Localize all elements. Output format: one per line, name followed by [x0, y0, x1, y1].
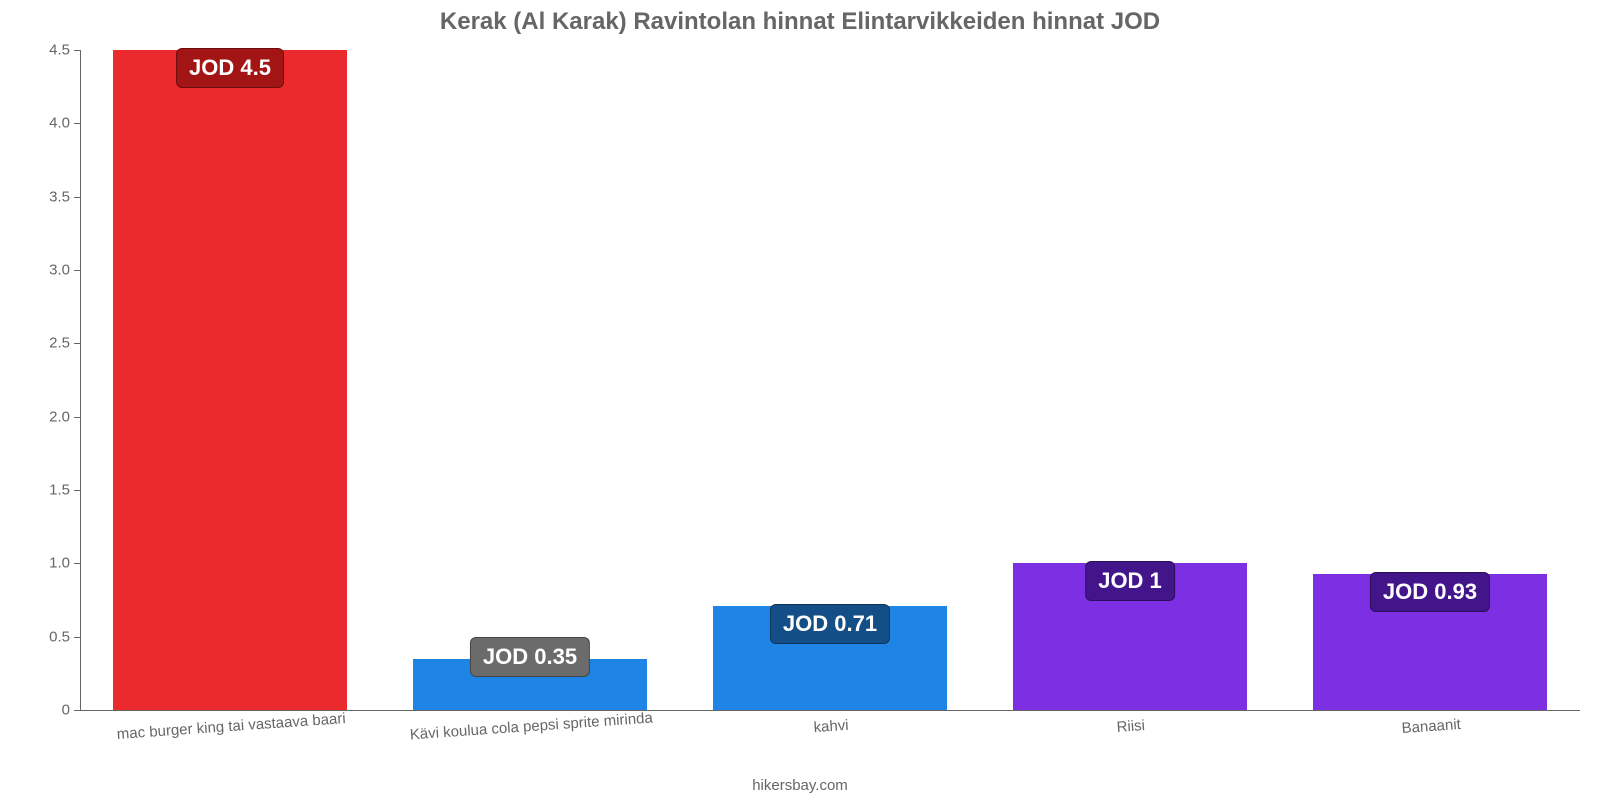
- x-axis: [80, 710, 1580, 711]
- value-badge: JOD 0.93: [1370, 572, 1490, 612]
- y-tick-label: 4.0: [10, 115, 70, 132]
- y-tick: [74, 417, 80, 418]
- y-tick: [74, 710, 80, 711]
- x-category-label: Kävi koulua cola pepsi sprite mirinda: [409, 710, 653, 744]
- value-badge: JOD 1: [1085, 561, 1175, 601]
- y-tick: [74, 50, 80, 51]
- value-badge: JOD 4.5: [176, 48, 284, 88]
- y-tick: [74, 270, 80, 271]
- y-tick-label: 2.0: [10, 408, 70, 425]
- y-tick-label: 3.5: [10, 188, 70, 205]
- y-tick-label: 1.0: [10, 555, 70, 572]
- bar-chart: 00.51.01.52.02.53.03.54.04.5mac burger k…: [80, 50, 1580, 710]
- y-tick: [74, 343, 80, 344]
- y-tick: [74, 123, 80, 124]
- y-tick-label: 1.5: [10, 482, 70, 499]
- y-tick: [74, 490, 80, 491]
- y-tick-label: 4.5: [10, 42, 70, 59]
- x-category-label: Banaanit: [1401, 716, 1461, 737]
- value-badge: JOD 0.71: [770, 604, 890, 644]
- y-axis: [80, 50, 81, 710]
- chart-footer: hikersbay.com: [0, 777, 1600, 794]
- y-tick: [74, 563, 80, 564]
- plot-area: 00.51.01.52.02.53.03.54.04.5mac burger k…: [80, 50, 1580, 710]
- y-tick-label: 0: [10, 702, 70, 719]
- x-category-label: mac burger king tai vastaava baari: [116, 710, 346, 743]
- x-category-label: kahvi: [813, 717, 849, 736]
- y-tick-label: 0.5: [10, 628, 70, 645]
- y-tick: [74, 637, 80, 638]
- bar: [113, 50, 347, 710]
- value-badge: JOD 0.35: [470, 637, 590, 677]
- chart-title: Kerak (Al Karak) Ravintolan hinnat Elint…: [0, 0, 1600, 36]
- y-tick: [74, 197, 80, 198]
- y-tick-label: 2.5: [10, 335, 70, 352]
- x-category-label: Riisi: [1116, 717, 1145, 736]
- y-tick-label: 3.0: [10, 262, 70, 279]
